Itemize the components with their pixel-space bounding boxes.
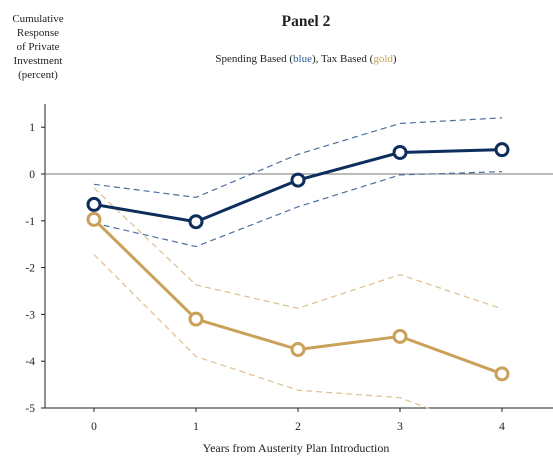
subtitle-prefix: Spending Based (	[215, 53, 293, 65]
chart-subtitle: Spending Based (blue), Tax Based (gold)	[215, 53, 396, 65]
x-tick-label: 1	[193, 421, 199, 433]
y-axis-label-line: Response	[17, 27, 59, 39]
y-tick-label: 0	[29, 169, 35, 181]
tax-based-point	[188, 311, 204, 327]
x-tick-label: 3	[397, 421, 403, 433]
tax-based-point	[392, 328, 408, 344]
subtitle-middle: ), Tax Based (	[312, 53, 374, 65]
x-tick-label: 2	[295, 421, 301, 433]
y-tick-label: -5	[25, 403, 35, 415]
spending-based-point	[494, 142, 510, 158]
y-tick-label: -2	[25, 263, 35, 275]
x-tick-label: 0	[91, 421, 97, 433]
y-tick-label: -3	[25, 309, 35, 321]
spending-based-point	[290, 172, 306, 188]
tick-labels: 1 0 -1 -2 -3 -4 -5 0 1 2 3 4	[25, 122, 505, 433]
spending-based-point	[188, 214, 204, 230]
x-tick-label: 4	[499, 421, 505, 433]
spending-based-point	[392, 144, 408, 160]
tax-based-point	[86, 211, 102, 227]
subtitle-suffix: )	[393, 53, 397, 65]
tax-based-point	[494, 366, 510, 382]
y-axis-label-line: Cumulative	[12, 13, 63, 25]
confidence-bands	[93, 117, 503, 410]
y-axis-label-line: (percent)	[18, 69, 58, 81]
spending-based-lower-bound	[93, 171, 503, 248]
y-tick-label: -1	[25, 216, 35, 228]
y-axis-label-line: Investment	[14, 55, 63, 67]
y-axis-label-line: of Private	[16, 41, 59, 53]
x-axis-label: Years from Austerity Plan Introduction	[203, 441, 390, 455]
spending-based-upper-bound	[93, 117, 503, 199]
tax-based-upper-bound	[93, 187, 503, 310]
tax-based-point	[290, 342, 306, 357]
tax-based-lower-bound	[93, 254, 435, 410]
chart-title: Panel 2	[282, 13, 331, 30]
spending-based-point	[86, 196, 102, 212]
subtitle-blue-word: blue	[293, 53, 312, 65]
y-tick-label: -4	[25, 356, 35, 368]
subtitle-gold-word: gold	[373, 53, 393, 65]
y-tick-label: 1	[29, 122, 35, 134]
series-markers	[86, 142, 510, 382]
